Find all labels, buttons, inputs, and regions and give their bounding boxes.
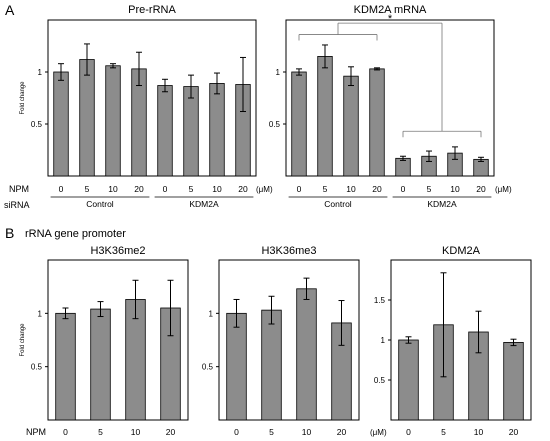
bar bbox=[90, 308, 111, 421]
y-tick-label: 0.5 bbox=[374, 376, 386, 385]
group-label: Control bbox=[86, 199, 114, 209]
category-label: 0 bbox=[406, 427, 411, 437]
category-label: 10 bbox=[450, 184, 460, 194]
category-label: 20 bbox=[372, 184, 382, 194]
bar bbox=[261, 309, 282, 421]
panel-b-subtitle: rRNA gene promoter bbox=[25, 228, 126, 240]
category-label: 0 bbox=[59, 184, 64, 194]
bar bbox=[503, 341, 524, 421]
category-label: 0 bbox=[401, 184, 406, 194]
unit-label-kdm2a-mrna: (μM) bbox=[495, 185, 512, 194]
bar bbox=[55, 312, 76, 421]
category-label: 10 bbox=[346, 184, 356, 194]
y-tick-label: 1 bbox=[38, 68, 43, 77]
category-label: 10 bbox=[302, 427, 312, 437]
category-label: 5 bbox=[427, 184, 432, 194]
y-tick-label: 1 bbox=[276, 68, 281, 77]
category-label: 0 bbox=[163, 184, 168, 194]
bar bbox=[209, 83, 225, 177]
y-tick-label: 1.5 bbox=[374, 296, 386, 305]
unit-label-b: (μM) bbox=[370, 428, 387, 437]
group-label: Control bbox=[324, 199, 352, 209]
bar bbox=[369, 68, 385, 177]
y-tick-label: 0.5 bbox=[202, 363, 214, 372]
category-label: 20 bbox=[509, 427, 519, 437]
y-tick-label: 0.5 bbox=[31, 120, 43, 129]
category-label: 5 bbox=[323, 184, 328, 194]
chart-title: KDM2A bbox=[442, 245, 481, 257]
chart-pre-rrna: Pre-rRNA 0.5 1 Fold change 0 5 10 20 0 5 10 20 Contr… bbox=[20, 4, 257, 209]
category-label: 5 bbox=[269, 427, 274, 437]
panel-letter-b: B bbox=[5, 225, 14, 241]
category-label: 20 bbox=[337, 427, 347, 437]
chart-title: Pre-rRNA bbox=[128, 4, 176, 16]
npm-label-a: NPM bbox=[9, 184, 29, 194]
y-tick-label: 1 bbox=[381, 336, 386, 345]
bar bbox=[317, 56, 333, 177]
bar bbox=[79, 59, 95, 177]
bar bbox=[291, 71, 307, 177]
category-label: 10 bbox=[131, 427, 141, 437]
panel-letter-a: A bbox=[5, 2, 15, 18]
plot-frame bbox=[47, 259, 189, 421]
chart-kdm2a-promoter: KDM2A 0.5 1 1.5 0 5 10 20 bbox=[374, 245, 532, 437]
group-label: KDM2A bbox=[427, 199, 457, 209]
plot-frame bbox=[47, 19, 257, 177]
bar bbox=[183, 86, 199, 177]
bar bbox=[157, 85, 173, 177]
bar bbox=[226, 312, 247, 421]
y-axis-label: Fold change bbox=[20, 323, 26, 357]
chart-title: H3K36me2 bbox=[90, 245, 145, 257]
bar bbox=[398, 339, 419, 421]
category-label: 20 bbox=[476, 184, 486, 194]
significance-star: * bbox=[388, 13, 393, 25]
group-label: KDM2A bbox=[189, 199, 219, 209]
y-tick-label: 1 bbox=[38, 309, 43, 318]
y-tick-label: 1 bbox=[209, 309, 214, 318]
plot-frame bbox=[285, 19, 495, 177]
chart-h3k36me2: H3K36me2 0.5 1 Fold change 0 5 10 20 bbox=[20, 245, 189, 437]
category-label: 20 bbox=[238, 184, 248, 194]
chart-title: H3K36me3 bbox=[261, 245, 316, 257]
category-label: 0 bbox=[63, 427, 68, 437]
y-tick-label: 0.5 bbox=[31, 363, 43, 372]
significance-bracket bbox=[298, 22, 482, 138]
category-label: 0 bbox=[297, 184, 302, 194]
y-axis-label: Fold change bbox=[20, 81, 26, 115]
category-label: 5 bbox=[189, 184, 194, 194]
bar bbox=[343, 75, 359, 177]
chart-title: KDM2A mRNA bbox=[354, 4, 427, 16]
bar bbox=[296, 288, 317, 421]
plot-frame bbox=[218, 259, 360, 421]
category-label: 5 bbox=[441, 427, 446, 437]
sirna-label-a: siRNA bbox=[4, 200, 30, 210]
npm-label-b: NPM bbox=[26, 427, 46, 437]
category-label: 5 bbox=[98, 427, 103, 437]
category-label: 20 bbox=[166, 427, 176, 437]
category-label: 20 bbox=[134, 184, 144, 194]
category-label: 10 bbox=[212, 184, 222, 194]
y-tick-label: 0.5 bbox=[269, 120, 281, 129]
category-label: 0 bbox=[234, 427, 239, 437]
bar bbox=[105, 65, 121, 177]
category-label: 10 bbox=[108, 184, 118, 194]
bar bbox=[395, 157, 411, 177]
category-label: 10 bbox=[474, 427, 484, 437]
bar bbox=[53, 71, 69, 177]
unit-label-pre-rrna: (μM) bbox=[256, 185, 273, 194]
category-label: 5 bbox=[85, 184, 90, 194]
